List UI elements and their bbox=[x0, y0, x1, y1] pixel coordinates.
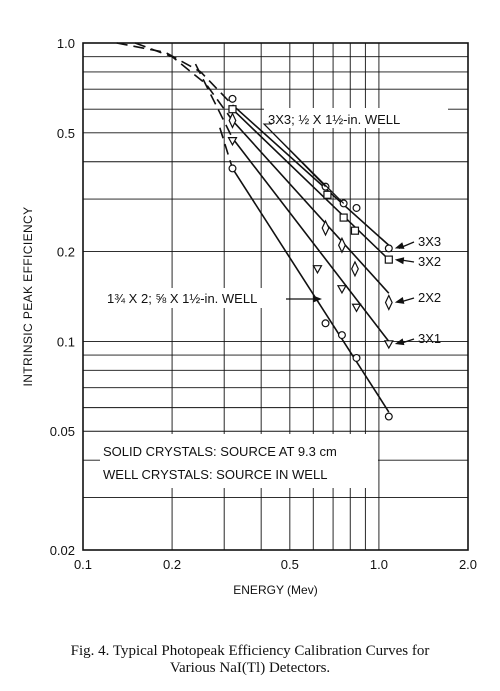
x-tick-label: 2.0 bbox=[459, 557, 477, 572]
label-arrow-head bbox=[394, 242, 405, 249]
x-tick-label: 0.1 bbox=[74, 557, 92, 572]
data-point-circle bbox=[321, 319, 330, 328]
data-point-circle bbox=[384, 244, 393, 253]
annotation-background bbox=[104, 288, 282, 308]
series-line bbox=[231, 137, 390, 342]
data-point-triangle bbox=[227, 137, 238, 147]
series-line bbox=[231, 167, 390, 413]
annotation-well-crystals: WELL CRYSTALS: SOURCE IN WELL bbox=[103, 467, 327, 482]
data-point-square bbox=[384, 255, 393, 264]
x-tick-label: 0.5 bbox=[281, 557, 299, 572]
data-point-diamond bbox=[384, 294, 393, 311]
y-tick-label: 0.2 bbox=[57, 245, 75, 260]
data-point-triangle bbox=[312, 265, 323, 275]
series-label: 3X1 bbox=[418, 331, 441, 346]
series-dashed-extrapolation bbox=[116, 42, 234, 106]
series-line bbox=[231, 119, 390, 294]
series-dashed-extrapolation bbox=[134, 42, 234, 121]
annotation-3x3-well: 3X3; ½ X 1½-in. WELL bbox=[268, 112, 400, 127]
figure-caption: Fig. 4. Typical Photopeak Efficiency Cal… bbox=[0, 643, 500, 677]
data-point-circle bbox=[352, 203, 361, 212]
series-label: 3X3 bbox=[418, 234, 441, 249]
series-label: 3X2 bbox=[418, 254, 441, 269]
x-axis-label: ENERGY (Mev) bbox=[233, 583, 317, 597]
y-tick-label: 0.5 bbox=[57, 126, 75, 141]
label-arrow-head bbox=[313, 295, 322, 303]
data-point-diamond bbox=[321, 219, 330, 237]
y-tick-label: 1.0 bbox=[57, 36, 75, 51]
data-point-circle bbox=[228, 164, 237, 173]
data-point-square bbox=[339, 213, 348, 222]
annotation-solid-crystals: SOLID CRYSTALS: SOURCE AT 9.3 cm bbox=[103, 444, 337, 459]
label-arrow-head bbox=[394, 297, 405, 304]
series-dashed-extrapolation bbox=[219, 127, 234, 169]
label-arrow-head bbox=[394, 257, 405, 265]
y-axis-label: INTRINSIC PEAK EFFICIENCY bbox=[21, 206, 35, 386]
annotation-leader-line bbox=[263, 123, 326, 188]
series-line bbox=[231, 108, 390, 261]
y-tick-label: 0.1 bbox=[57, 334, 75, 349]
data-point-square bbox=[228, 105, 237, 114]
data-point-square bbox=[323, 190, 332, 199]
y-tick-label: 0.05 bbox=[50, 424, 75, 439]
data-point-diamond bbox=[228, 112, 237, 129]
notes-background bbox=[100, 434, 378, 488]
series-dashed-extrapolation bbox=[194, 63, 234, 139]
data-point-diamond bbox=[351, 260, 359, 278]
data-point-circle bbox=[337, 331, 346, 340]
x-tick-label: 0.2 bbox=[163, 557, 181, 572]
caption-line-2: Various NaI(Tl) Detectors. bbox=[169, 660, 331, 676]
data-point-circle bbox=[352, 353, 361, 362]
series-line bbox=[231, 104, 390, 246]
label-arrow-head bbox=[394, 338, 405, 346]
caption-line-1: Fig. 4. Typical Photopeak Efficiency Cal… bbox=[70, 643, 430, 659]
data-point-diamond bbox=[337, 236, 346, 254]
x-tick-label: 1.0 bbox=[370, 557, 388, 572]
series-label: 1¾ X 2; ⅝ X 1½-in. WELL bbox=[107, 291, 257, 306]
efficiency-chart: 0.1 0.2 0.5 1.0 2.0 1.0 0.5 0.2 0.1 0.05 0.02 ENERG… bbox=[21, 36, 477, 597]
plot-frame bbox=[82, 42, 469, 551]
data-point-circle bbox=[228, 94, 237, 103]
annotation-background bbox=[264, 108, 448, 128]
data-point-triangle bbox=[383, 340, 394, 350]
data-point-triangle bbox=[351, 303, 362, 313]
data-point-circle bbox=[384, 412, 393, 421]
data-point-square bbox=[350, 226, 360, 235]
y-tick-label: 0.02 bbox=[50, 543, 75, 558]
data-point-triangle bbox=[336, 285, 347, 295]
series-label: 2X2 bbox=[418, 290, 441, 305]
